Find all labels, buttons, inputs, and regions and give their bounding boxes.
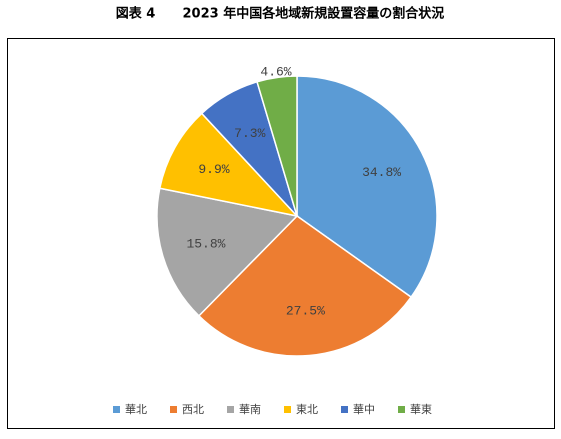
- pie-slice: [197, 215, 413, 357]
- data-label: 4.6%: [260, 64, 291, 79]
- data-label: 27.5%: [286, 303, 325, 318]
- chart-title: 図表 4 2023 年中国各地域新規設置容量の割合状況: [116, 6, 444, 22]
- legend-swatch: [284, 406, 291, 413]
- legend-swatch: [170, 406, 177, 413]
- legend-swatch: [341, 406, 348, 413]
- pie-slice: [156, 187, 299, 317]
- pie-slice: [158, 112, 300, 218]
- legend-label: 西北: [182, 403, 204, 416]
- pie-slice: [256, 75, 298, 217]
- legend-label: 華中: [353, 403, 375, 416]
- data-label: 15.8%: [186, 236, 225, 251]
- legend-swatch: [113, 406, 120, 413]
- legend-label: 華北: [125, 403, 147, 416]
- legend-label: 華南: [239, 403, 261, 416]
- legend-swatch: [398, 406, 405, 413]
- legend-swatch: [227, 406, 234, 413]
- legend-label: 華東: [410, 403, 432, 416]
- data-label: 7.3%: [234, 126, 265, 141]
- pie-slice: [296, 75, 438, 299]
- data-label: 34.8%: [362, 165, 401, 180]
- legend-label: 東北: [296, 403, 318, 416]
- data-label: 9.9%: [198, 162, 229, 177]
